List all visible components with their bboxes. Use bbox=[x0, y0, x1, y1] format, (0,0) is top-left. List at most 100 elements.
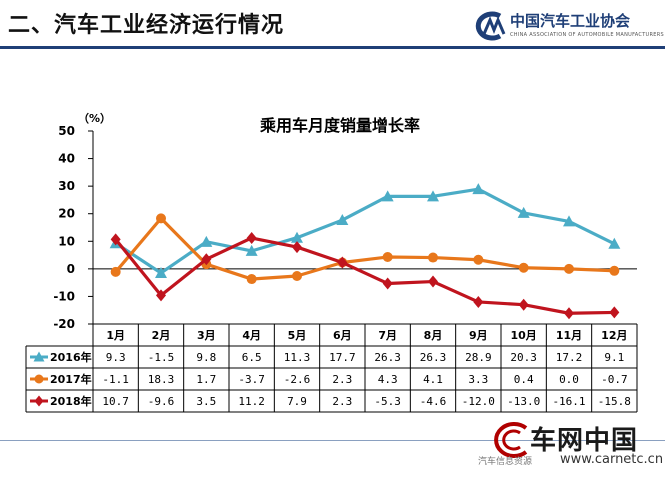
table-cell: 17.2 bbox=[556, 351, 583, 364]
data-point bbox=[428, 275, 438, 288]
table-cell: 18.3 bbox=[148, 373, 175, 386]
table-cell: 9.1 bbox=[604, 351, 624, 364]
logo-name: 中国汽车工业协会 bbox=[510, 12, 631, 30]
data-point bbox=[608, 237, 621, 249]
data-point bbox=[609, 265, 620, 276]
y-tick-label: -20 bbox=[53, 317, 75, 331]
table-cell: 1.7 bbox=[196, 373, 216, 386]
plot-area: 50 40 30 20 10 0 -10 -20 bbox=[53, 124, 637, 331]
table-cell: -5.3 bbox=[374, 395, 401, 408]
table-cell: -1.1 bbox=[102, 373, 129, 386]
y-tick-label: 0 bbox=[67, 262, 75, 276]
data-point bbox=[291, 231, 303, 243]
data-point bbox=[382, 277, 393, 290]
table-cell: 0.0 bbox=[559, 373, 579, 386]
watermark-sub: 汽车信息资源 bbox=[478, 457, 533, 467]
data-point bbox=[427, 190, 439, 202]
data-point bbox=[609, 306, 620, 319]
table-cell: -9.6 bbox=[148, 395, 175, 408]
legend-marker bbox=[33, 351, 45, 362]
data-point bbox=[473, 295, 484, 308]
category-label: 5月 bbox=[288, 329, 307, 342]
footer-divider bbox=[0, 440, 665, 441]
y-tick-label: 40 bbox=[58, 152, 75, 166]
table-cell: 10.7 bbox=[102, 395, 129, 408]
data-point bbox=[381, 190, 394, 202]
data-point bbox=[246, 274, 257, 285]
data-table: 1月 2月 3月 4月 5月 6月 7月 8月 9月 10月 11月 12月 2016年 9.3 -1.5 9… bbox=[25, 323, 638, 413]
caam-logo-icon bbox=[475, 11, 506, 41]
data-point bbox=[292, 241, 302, 254]
data-point bbox=[110, 233, 121, 246]
table-cell: -2.6 bbox=[284, 373, 311, 386]
table-cell: -0.7 bbox=[601, 373, 628, 386]
category-label: 2月 bbox=[152, 329, 171, 342]
table-cell: 28.9 bbox=[465, 351, 492, 364]
y-tick-label: 20 bbox=[58, 207, 75, 221]
y-axis-unit: （%） bbox=[78, 112, 111, 125]
y-tick-label: 10 bbox=[58, 234, 75, 248]
legend-label: 2018年 bbox=[50, 394, 92, 408]
data-point bbox=[518, 262, 529, 273]
series-line-1 bbox=[114, 216, 615, 281]
carnetc-logo-icon bbox=[494, 422, 528, 458]
data-point bbox=[428, 252, 438, 263]
table-cell: 20.3 bbox=[510, 351, 537, 364]
data-point bbox=[564, 263, 574, 274]
category-label: 6月 bbox=[333, 329, 352, 342]
page-title: 二、汽车工业经济运行情况 bbox=[8, 13, 285, 38]
data-point bbox=[110, 266, 121, 277]
watermark-name: 车网中国 bbox=[530, 426, 639, 456]
table-cell: 11.2 bbox=[238, 395, 265, 408]
data-point bbox=[337, 256, 348, 269]
category-label: 1月 bbox=[106, 329, 125, 342]
category-label: 3月 bbox=[197, 329, 216, 342]
table-cell: -12.0 bbox=[462, 395, 495, 408]
data-point bbox=[156, 213, 166, 224]
table-cell: 2.3 bbox=[332, 395, 352, 408]
legend-label: 2017年 bbox=[50, 372, 92, 386]
data-point bbox=[336, 214, 349, 226]
watermark-url: www.carnetc.cn bbox=[560, 452, 664, 467]
table-cell: -15.8 bbox=[598, 395, 631, 408]
legend-marker bbox=[34, 374, 44, 384]
table-cell: -16.1 bbox=[552, 395, 585, 408]
data-point bbox=[472, 183, 485, 195]
data-point bbox=[246, 231, 257, 244]
table-cell: 7.9 bbox=[287, 395, 307, 408]
data-point bbox=[155, 266, 167, 278]
y-tick-label: 30 bbox=[58, 179, 75, 193]
data-point bbox=[200, 235, 213, 247]
logo-subtitle: CHINA ASSOCIATION OF AUTOMOBILE MANUFACT… bbox=[510, 32, 664, 38]
table-cell: 4.1 bbox=[423, 373, 443, 386]
table-cell: -1.5 bbox=[148, 351, 175, 364]
category-label: 10月 bbox=[511, 329, 537, 342]
category-label: 12月 bbox=[601, 329, 627, 342]
chart-title: 乘用车月度销量增长率 bbox=[259, 116, 420, 135]
category-label: 11月 bbox=[556, 329, 582, 342]
watermark: 车网中国 汽车信息资源 www.carnetc.cn bbox=[478, 418, 663, 473]
data-point bbox=[563, 215, 575, 227]
table-cell: 17.7 bbox=[329, 351, 356, 364]
data-point bbox=[518, 298, 529, 311]
table-cell: -3.7 bbox=[238, 373, 265, 386]
data-point bbox=[201, 253, 212, 266]
data-point bbox=[245, 244, 258, 256]
y-tick-label: -10 bbox=[53, 289, 75, 303]
data-point bbox=[473, 254, 484, 265]
table-cell: 2.3 bbox=[332, 373, 352, 386]
series-line-2 bbox=[114, 236, 615, 315]
table-cell: 9.8 bbox=[196, 351, 216, 364]
table-cell: 6.5 bbox=[242, 351, 262, 364]
table-cell: 9.3 bbox=[106, 351, 126, 364]
data-point bbox=[382, 252, 393, 263]
table-cell: 26.3 bbox=[420, 351, 447, 364]
data-point bbox=[292, 271, 302, 282]
data-point bbox=[564, 307, 574, 320]
table-cell: -13.0 bbox=[507, 395, 540, 408]
table-cell: 4.3 bbox=[378, 373, 398, 386]
table-cell: -4.6 bbox=[420, 395, 447, 408]
association-logo: 中国汽车工业协会 CHINA ASSOCIATION OF AUTOMOBILE… bbox=[470, 10, 664, 44]
header-divider bbox=[0, 46, 665, 49]
